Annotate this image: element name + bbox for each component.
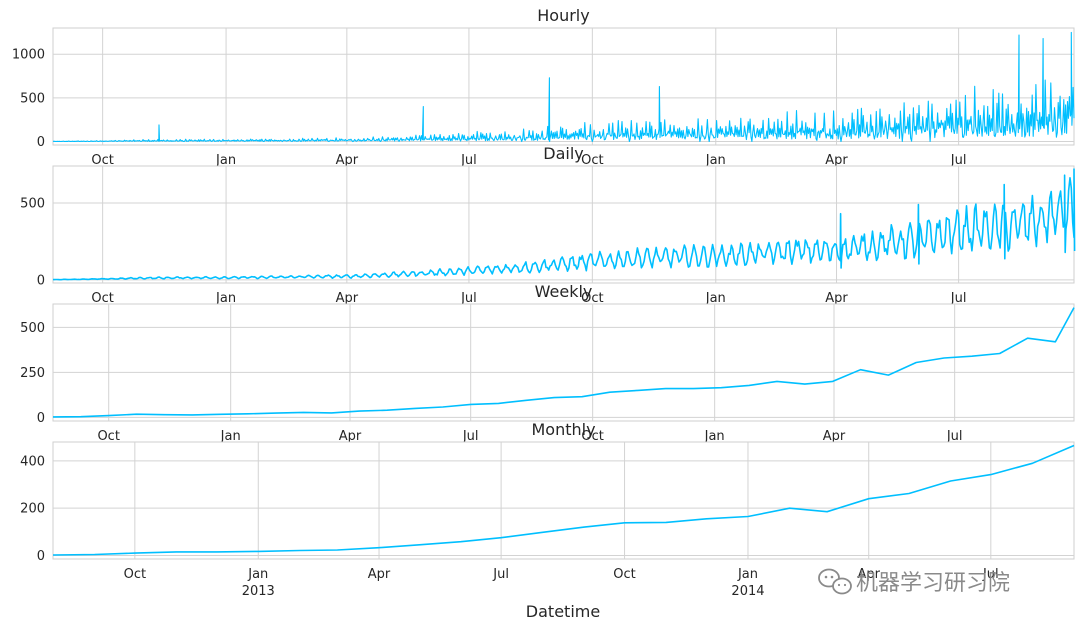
- weekly-plot-area: [52, 303, 1075, 422]
- hourly-xtick-label: Oct: [581, 153, 603, 168]
- monthly-xtick-label: Oct: [124, 567, 146, 582]
- daily-xtick-label: Apr: [336, 291, 359, 306]
- weekly-xtick-label: Jan: [704, 429, 725, 444]
- weekly-xtick-label: Jul: [462, 429, 479, 444]
- daily-xtick-label: Oct: [581, 291, 603, 306]
- weekly-xtick-label: Jul: [946, 429, 963, 444]
- weekly-series-line: [52, 307, 1075, 418]
- hourly-xtick-label: Jul: [460, 153, 477, 168]
- hourly-ytick-label: 500: [20, 91, 45, 106]
- monthly-xtick-label: Jan 2013: [242, 567, 275, 599]
- weekly-ytick-label: 250: [20, 366, 45, 381]
- hourly-xtick-label: Jan: [215, 153, 236, 168]
- monthly-series-line: [52, 444, 1075, 556]
- hourly-xtick-label: Apr: [336, 153, 359, 168]
- weekly-title: Weekly: [535, 282, 593, 301]
- hourly-series-line: [52, 31, 1075, 143]
- monthly-xtick-label: Apr: [368, 567, 391, 582]
- daily-ytick-label: 0: [37, 273, 45, 288]
- monthly-ytick-label: 400: [20, 454, 45, 469]
- wechat-icon: [818, 568, 852, 595]
- monthly-xtick-label: Jul: [492, 567, 509, 582]
- weekly-xtick-label: Oct: [97, 429, 119, 444]
- monthly-xtick-label: Apr: [857, 567, 880, 582]
- hourly-xtick-label: Jan: [705, 153, 726, 168]
- monthly-xtick-label: Oct: [613, 567, 635, 582]
- hourly-xtick-label: Apr: [825, 153, 848, 168]
- hourly-ytick-label: 0: [37, 135, 45, 150]
- watermark-text: 机器学习研习院: [856, 571, 1010, 596]
- monthly-xtick-label: Jul: [982, 567, 999, 582]
- weekly-xtick-label: Oct: [581, 429, 603, 444]
- weekly-ytick-label: 500: [20, 321, 45, 336]
- hourly-xtick-label: Oct: [91, 153, 113, 168]
- hourly-xtick-label: Jul: [950, 153, 967, 168]
- daily-series-line: [53, 168, 1076, 281]
- daily-title: Daily: [543, 144, 583, 163]
- daily-xtick-label: Apr: [825, 291, 848, 306]
- hourly-title: Hourly: [537, 6, 589, 25]
- daily-ytick-label: 500: [20, 196, 45, 211]
- daily-xtick-label: Jul: [950, 291, 967, 306]
- weekly-xtick-label: Jan: [220, 429, 241, 444]
- weekly-xtick-label: Apr: [823, 429, 846, 444]
- monthly-title: Monthly: [531, 420, 595, 439]
- monthly-plot-area: [52, 441, 1075, 560]
- daily-xtick-label: Jan: [215, 291, 236, 306]
- daily-plot-area: [52, 165, 1075, 284]
- weekly-xtick-label: Apr: [339, 429, 362, 444]
- monthly-xtick-label: Jan 2014: [731, 567, 764, 599]
- hourly-ytick-label: 1000: [12, 48, 45, 63]
- daily-xtick-label: Oct: [91, 291, 113, 306]
- daily-xtick-label: Jul: [460, 291, 477, 306]
- monthly-ytick-label: 0: [37, 549, 45, 564]
- daily-xtick-label: Jan: [705, 291, 726, 306]
- x-axis-label: Datetime: [526, 602, 600, 621]
- monthly-ytick-label: 200: [20, 502, 45, 517]
- weekly-ytick-label: 0: [37, 411, 45, 426]
